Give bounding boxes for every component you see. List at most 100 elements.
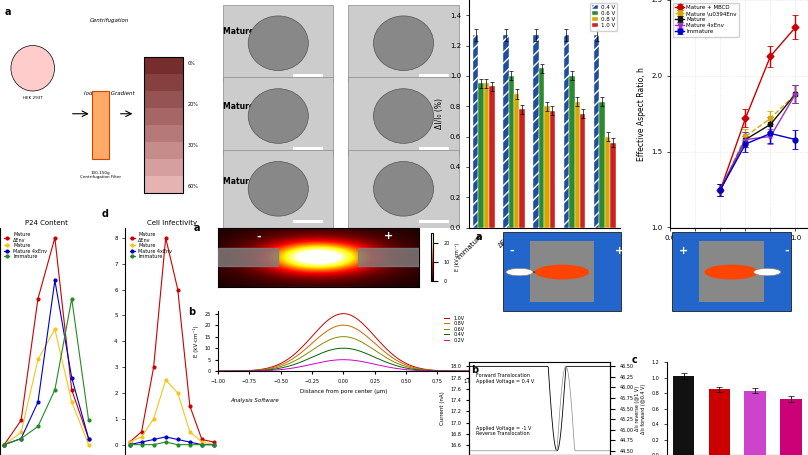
Mature: [149, 416, 158, 421]
0.8V: [464, 369, 473, 374]
Text: 30%: 30%: [187, 143, 199, 148]
Mature 4xEnv: [33, 399, 43, 405]
Mature 4xEnv: [197, 442, 207, 447]
0.2V: [464, 369, 473, 374]
Immature: [67, 296, 77, 301]
Bar: [672, 232, 791, 311]
X-axis label: Distance from pore center (μm): Distance from pore center (μm): [300, 389, 387, 394]
Text: 2 Reverse Translocation: 2 Reverse Translocation: [702, 313, 761, 318]
0.4V: [452, 369, 462, 374]
Immature: [0, 442, 9, 447]
0.6V: [452, 369, 462, 374]
Bar: [223, 5, 334, 82]
Line: Immature: Immature: [3, 297, 90, 446]
0.4V: [464, 369, 473, 374]
1.0V: [338, 311, 347, 316]
Bar: [144, 125, 183, 142]
0.2V: [444, 369, 453, 374]
Bar: [539, 68, 545, 228]
Bar: [520, 109, 525, 228]
Bar: [144, 57, 183, 193]
Bar: [574, 101, 580, 228]
Bar: [545, 106, 549, 228]
Circle shape: [248, 16, 309, 71]
Bar: [144, 74, 183, 91]
Text: +: +: [384, 232, 393, 242]
0.8V: [280, 360, 290, 366]
Circle shape: [373, 89, 434, 143]
0.6V: [280, 363, 290, 368]
Bar: [781, 399, 802, 455]
Text: 1 Forward Translocation: 1 Forward Translocation: [532, 313, 591, 318]
Text: 20%: 20%: [187, 102, 199, 107]
Circle shape: [11, 46, 55, 91]
Mature: [161, 377, 170, 383]
Y-axis label: Current (nA): Current (nA): [440, 392, 444, 425]
Mature
ΔEnv: [185, 403, 195, 409]
Line: Immature: Immature: [128, 441, 215, 446]
Bar: [218, 248, 278, 267]
Immature: [124, 442, 134, 447]
Mature 4xEnv: [185, 440, 195, 445]
Circle shape: [248, 89, 309, 143]
Text: +: +: [615, 246, 624, 256]
Immature: [137, 442, 146, 447]
0.8V: [229, 369, 238, 374]
1.0V: [452, 369, 462, 374]
Text: Centrifugation: Centrifugation: [90, 18, 128, 23]
Bar: [514, 94, 520, 228]
1.0V: [223, 369, 233, 374]
1.0V: [213, 369, 223, 374]
Bar: [709, 389, 730, 455]
Bar: [489, 86, 494, 228]
Bar: [223, 150, 334, 228]
Circle shape: [373, 16, 434, 71]
Y-axis label: ΔI₀ reverse (@1 V)
ΔI₀ forward (@0.4 V): ΔI₀ reverse (@1 V) ΔI₀ forward (@0.4 V): [635, 384, 646, 434]
Text: b: b: [188, 307, 196, 317]
Mature
ΔEnv: [149, 364, 158, 370]
0.6V: [338, 334, 347, 339]
Circle shape: [248, 162, 309, 216]
Bar: [144, 176, 183, 193]
Bar: [144, 159, 183, 176]
Mature
ΔEnv: [173, 287, 183, 292]
0.4V: [260, 368, 270, 373]
Text: d: d: [102, 209, 109, 219]
Text: 60%: 60%: [187, 184, 199, 189]
Text: Analysis Software: Analysis Software: [231, 398, 280, 403]
Immature: [33, 424, 43, 429]
Text: Iodixanol Gradient: Iodixanol Gradient: [84, 91, 134, 96]
Mature
ΔEnv: [124, 440, 134, 445]
Bar: [549, 111, 555, 228]
0.2V: [223, 369, 233, 374]
Bar: [580, 114, 586, 228]
Mature 4xEnv: [0, 442, 9, 447]
Bar: [569, 76, 574, 228]
0.8V: [223, 369, 233, 374]
Mature
ΔEnv: [84, 436, 94, 441]
Text: HEK 293T: HEK 293T: [23, 96, 43, 100]
0.2V: [280, 366, 290, 372]
Mature: [67, 399, 77, 405]
Mature 4xEnv: [137, 440, 146, 445]
Bar: [600, 101, 605, 228]
Bar: [293, 147, 323, 150]
Mature: [137, 434, 146, 440]
0.4V: [229, 369, 238, 374]
Title: P24 Content: P24 Content: [25, 220, 68, 226]
Text: +: +: [679, 246, 688, 256]
Circle shape: [705, 265, 759, 279]
Line: 0.6V: 0.6V: [218, 337, 469, 371]
Bar: [473, 35, 478, 228]
0.2V: [229, 369, 238, 374]
Immature: [50, 387, 60, 393]
Bar: [508, 76, 514, 228]
Bar: [144, 57, 183, 74]
Text: -: -: [509, 246, 514, 256]
Bar: [144, 142, 183, 159]
Bar: [293, 74, 323, 77]
Mature
ΔEnv: [209, 440, 219, 445]
Mature 4xEnv: [50, 278, 60, 283]
Bar: [610, 142, 616, 228]
Bar: [348, 5, 459, 82]
